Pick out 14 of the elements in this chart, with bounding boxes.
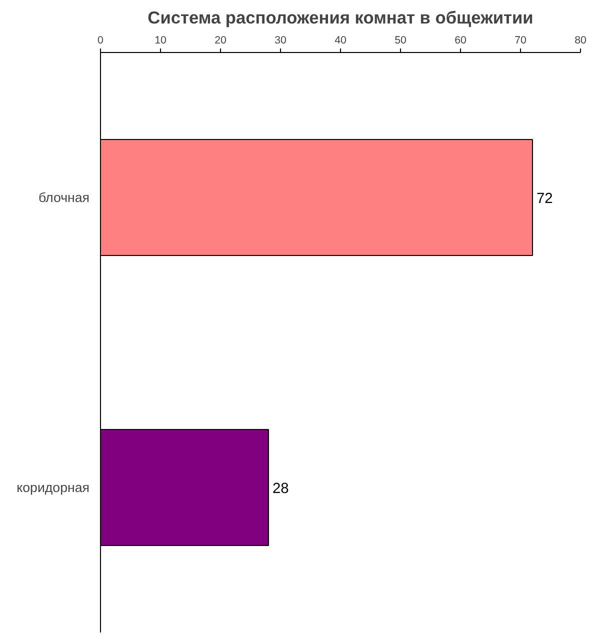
x-tick-label: 20 — [214, 34, 226, 46]
x-tick-label: 60 — [454, 34, 466, 46]
x-tick-label: 0 — [98, 34, 104, 46]
x-tick-label: 70 — [514, 34, 526, 46]
y-tick-label: блочная — [38, 190, 90, 205]
x-tick-label: 50 — [394, 34, 406, 46]
data-label: 28 — [272, 481, 289, 497]
x-tick-label: 30 — [274, 34, 286, 46]
x-tick-label: 80 — [574, 34, 586, 46]
y-tick-label: коридорная — [16, 480, 90, 495]
x-tick-label: 10 — [154, 34, 166, 46]
chart-title: Система расположения комнат в общежитии — [148, 8, 534, 28]
data-label: 72 — [536, 191, 553, 207]
x-tick-label: 40 — [334, 34, 346, 46]
